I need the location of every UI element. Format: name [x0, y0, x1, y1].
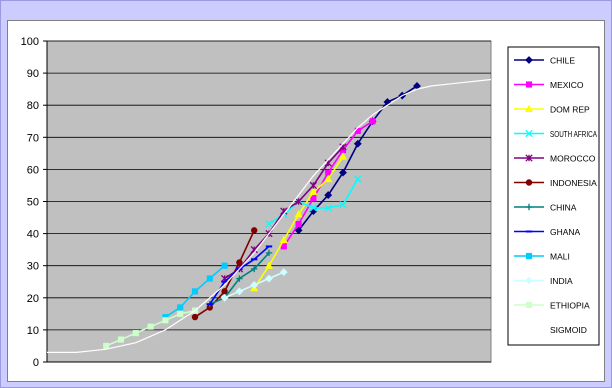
data-point-dom-rep: [309, 187, 318, 195]
data-point-india: [235, 287, 244, 296]
legend-marker-ethiopia: [525, 301, 533, 309]
data-point-mali: [177, 304, 184, 311]
data-point-china: [236, 275, 243, 282]
data-point-indonesia: [236, 259, 243, 266]
data-point-mexico: [280, 243, 287, 250]
data-point-morocco: [339, 143, 347, 151]
data-point-ethiopia: [132, 330, 139, 337]
data-point-mexico: [310, 195, 317, 202]
legend-marker-morocco: [525, 154, 533, 162]
data-point-morocco: [324, 159, 332, 167]
data-point-dom-rep: [338, 152, 348, 160]
data-point-morocco: [294, 197, 303, 206]
data-point-china: [265, 249, 273, 257]
data-point-ethiopia: [117, 336, 125, 343]
legend-label-morocco: MOROCCO: [550, 154, 596, 164]
data-point-mexico: [295, 220, 302, 228]
data-point-morocco: [250, 245, 258, 254]
y-tick-label: 30: [27, 261, 39, 273]
legend-label-mali: MALI: [550, 252, 570, 262]
data-point-mexico: [325, 169, 332, 176]
data-point-south-africa: [324, 204, 332, 212]
data-point-india: [220, 293, 229, 302]
legend-box: [507, 46, 600, 346]
data-point-ethiopia: [103, 342, 110, 350]
data-point-ethiopia: [177, 310, 184, 317]
y-tick-label: 90: [27, 68, 39, 80]
data-point-china: [251, 265, 258, 273]
data-point-south-africa: [339, 201, 347, 209]
data-point-india: [279, 268, 288, 277]
data-point-mali: [221, 262, 228, 269]
legend-marker-dom-rep: [524, 104, 534, 113]
legend-marker-chile: [525, 56, 533, 64]
legend-marker-india: [525, 276, 533, 285]
y-tick-label: 60: [27, 164, 39, 176]
data-point-south-africa: [309, 204, 318, 212]
data-point-indonesia: [191, 313, 199, 321]
data-point-mexico: [369, 118, 376, 125]
legend-label-ethiopia: ETHIOPIA: [550, 301, 590, 311]
legend-label-india: INDIA: [550, 276, 573, 286]
legend-label-ghana: GHANA: [550, 227, 581, 237]
data-point-ethiopia: [147, 323, 154, 330]
legend-label-indonesia: INDONESIA: [550, 178, 597, 188]
data-point-chile: [353, 139, 362, 148]
legend-marker-indonesia: [525, 179, 533, 186]
data-point-mali: [206, 275, 213, 282]
data-point-indonesia: [250, 227, 258, 234]
y-tick-label: 100: [21, 36, 39, 48]
data-point-india: [265, 274, 273, 283]
y-tick-label: 40: [27, 229, 39, 241]
y-tick-label: 0: [33, 357, 39, 369]
y-tick-label: 20: [27, 293, 39, 305]
legend-label-sigmoid: SIGMOID: [550, 325, 587, 335]
data-point-morocco: [309, 181, 318, 190]
data-point-dom-rep: [294, 210, 303, 218]
series-line-sigmoid: [47, 78, 492, 353]
legend-marker-south-africa: [525, 129, 533, 138]
data-point-chile: [339, 168, 347, 177]
legend-label-dom-rep: DOM REP: [550, 105, 590, 115]
legend-marker-china: [525, 203, 533, 211]
data-point-indonesia: [221, 288, 228, 295]
y-tick-label: 50: [27, 197, 39, 209]
legend-label-chile: CHILE: [550, 56, 575, 66]
data-point-dom-rep: [279, 235, 288, 244]
legend-marker-mali: [525, 252, 533, 260]
data-point-chile: [324, 191, 333, 199]
data-point-chile: [294, 226, 303, 235]
y-tick-label: 10: [27, 325, 39, 337]
y-tick-label: 70: [27, 132, 39, 144]
data-point-dom-rep: [324, 174, 333, 183]
data-point-south-africa: [354, 175, 362, 183]
data-point-dom-rep: [264, 261, 274, 269]
data-point-ethiopia: [162, 317, 169, 324]
y-tick-label: 80: [27, 100, 39, 112]
data-point-india: [250, 281, 259, 289]
data-point-south-africa: [265, 220, 273, 228]
data-point-mali: [191, 288, 199, 295]
legend-label-south-africa: SOUTH AFRICA: [550, 129, 597, 139]
legend-label-china: CHINA: [550, 203, 577, 213]
legend-marker-mexico: [525, 81, 533, 88]
data-point-morocco: [280, 207, 288, 215]
legend-label-mexico: MEXICO: [550, 80, 584, 90]
